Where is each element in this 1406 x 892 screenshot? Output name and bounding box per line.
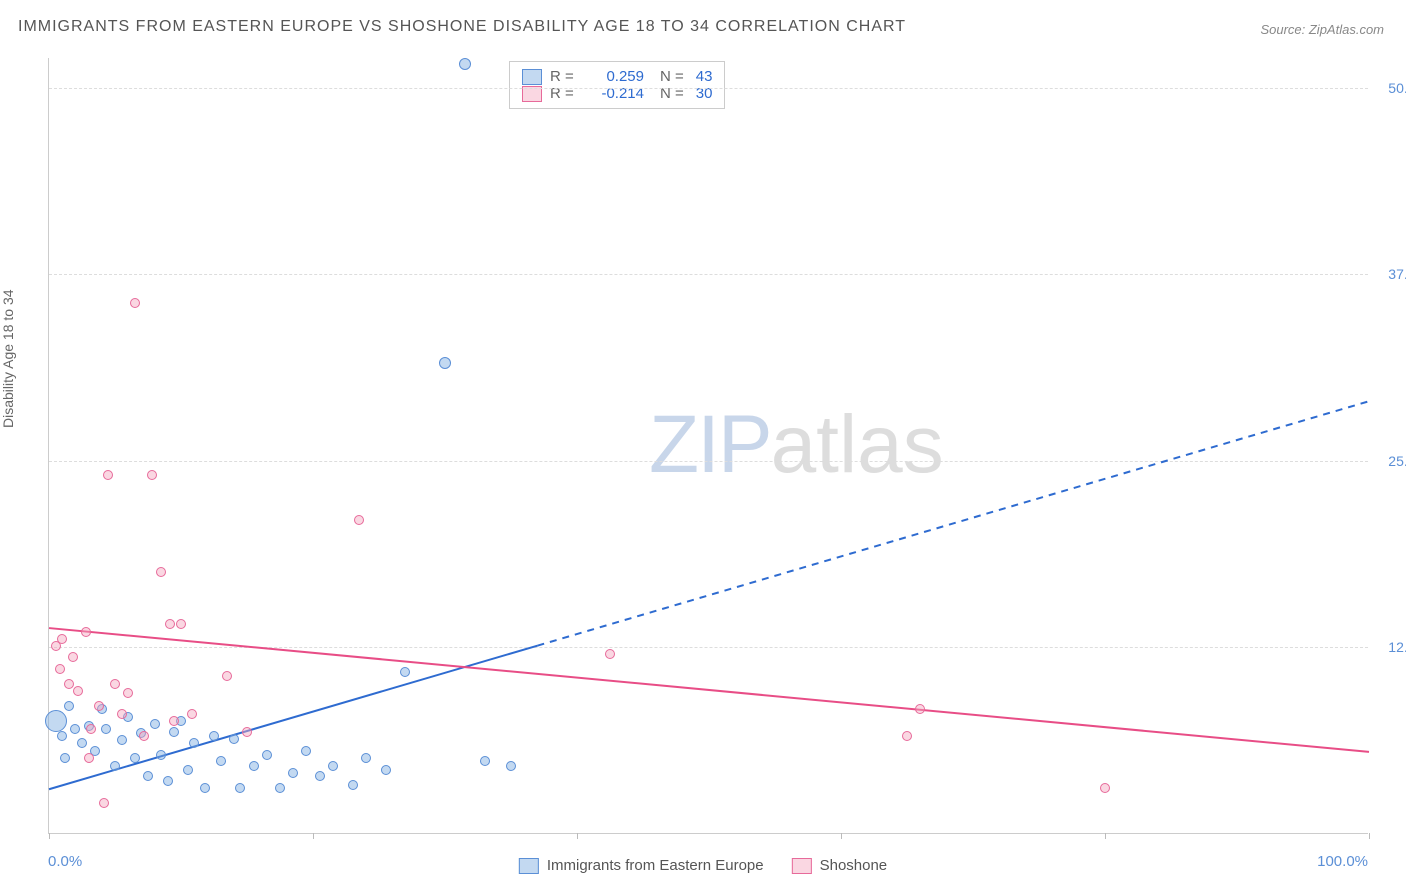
chart-title: IMMIGRANTS FROM EASTERN EUROPE VS SHOSHO…: [18, 18, 906, 36]
data-point: [101, 724, 111, 734]
data-point: [77, 738, 87, 748]
data-point: [45, 710, 67, 732]
x-axis-min-label: 0.0%: [48, 853, 82, 870]
data-point: [81, 627, 91, 637]
data-point: [143, 771, 153, 781]
legend-swatch: [792, 858, 812, 874]
data-point: [1100, 783, 1110, 793]
data-point: [275, 783, 285, 793]
y-axis-label: Disability Age 18 to 34: [0, 289, 16, 428]
data-point: [110, 679, 120, 689]
data-point: [73, 686, 83, 696]
data-point: [189, 738, 199, 748]
legend-label: Immigrants from Eastern Europe: [547, 857, 764, 874]
data-point: [400, 667, 410, 677]
data-point: [110, 761, 120, 771]
data-point: [605, 649, 615, 659]
data-point: [99, 798, 109, 808]
data-point: [200, 783, 210, 793]
data-point: [361, 753, 371, 763]
data-point: [64, 701, 74, 711]
y-tick-label: 12.5%: [1388, 639, 1406, 655]
legend-item: Immigrants from Eastern Europe: [519, 857, 764, 874]
data-point: [348, 780, 358, 790]
data-point: [262, 750, 272, 760]
legend-swatch: [519, 858, 539, 874]
data-point: [459, 58, 471, 70]
data-point: [139, 731, 149, 741]
data-point: [163, 776, 173, 786]
data-point: [70, 724, 80, 734]
data-point: [68, 652, 78, 662]
data-point: [506, 761, 516, 771]
data-point: [84, 753, 94, 763]
plot-area: ZIPatlas R =0.259N =43R =-0.214N =30 12.…: [48, 58, 1368, 834]
data-point: [156, 567, 166, 577]
data-point: [130, 753, 140, 763]
x-axis-max-label: 100.0%: [1317, 853, 1368, 870]
data-point: [354, 515, 364, 525]
data-point: [165, 619, 175, 629]
data-point: [242, 727, 252, 737]
legend-item: Shoshone: [792, 857, 888, 874]
data-point: [301, 746, 311, 756]
data-point: [439, 357, 451, 369]
x-tick: [1369, 833, 1370, 839]
data-point: [381, 765, 391, 775]
data-point: [249, 761, 259, 771]
chart-container: IMMIGRANTS FROM EASTERN EUROPE VS SHOSHO…: [0, 0, 1406, 892]
data-point: [147, 470, 157, 480]
data-point: [57, 634, 67, 644]
data-point: [229, 734, 239, 744]
trendline-dashed: [537, 401, 1369, 645]
data-point: [117, 735, 127, 745]
data-point: [183, 765, 193, 775]
data-point: [57, 731, 67, 741]
data-point: [169, 716, 179, 726]
data-point: [288, 768, 298, 778]
legend-label: Shoshone: [820, 857, 888, 874]
data-point: [60, 753, 70, 763]
data-point: [315, 771, 325, 781]
data-point: [216, 756, 226, 766]
data-point: [209, 731, 219, 741]
data-point: [169, 727, 179, 737]
data-point: [130, 298, 140, 308]
data-point: [235, 783, 245, 793]
data-point: [187, 709, 197, 719]
data-point: [902, 731, 912, 741]
data-point: [103, 470, 113, 480]
source-attribution: Source: ZipAtlas.com: [1260, 22, 1384, 37]
legend-series: Immigrants from Eastern Europe Shoshone: [519, 857, 887, 874]
data-point: [117, 709, 127, 719]
data-point: [328, 761, 338, 771]
data-point: [64, 679, 74, 689]
y-tick-label: 25.0%: [1388, 453, 1406, 469]
y-tick-label: 50.0%: [1388, 80, 1406, 96]
data-point: [150, 719, 160, 729]
y-tick-label: 37.5%: [1388, 266, 1406, 282]
data-point: [176, 619, 186, 629]
data-point: [915, 704, 925, 714]
data-point: [55, 664, 65, 674]
data-point: [94, 701, 104, 711]
data-point: [480, 756, 490, 766]
data-point: [156, 750, 166, 760]
data-point: [86, 724, 96, 734]
trendlines-svg: [49, 58, 1369, 834]
data-point: [123, 688, 133, 698]
data-point: [222, 671, 232, 681]
